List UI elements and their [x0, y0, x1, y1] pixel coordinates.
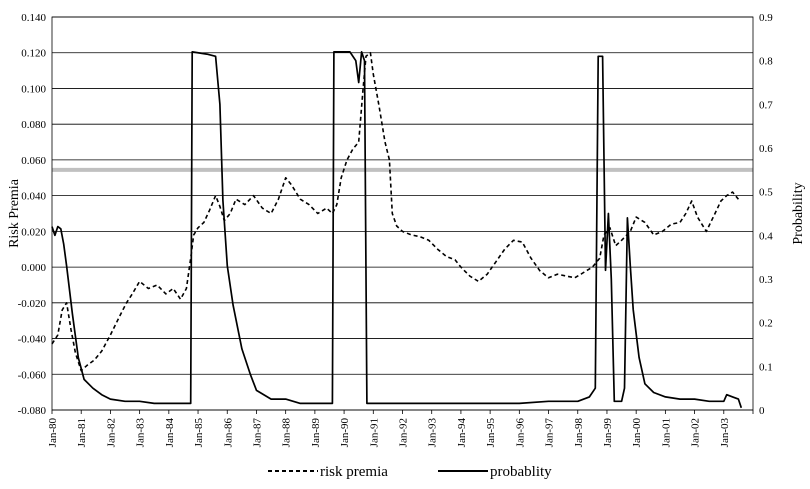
y-tick-label: -0.080 [18, 405, 47, 417]
y-tick-label: 0.080 [21, 119, 46, 131]
y2-tick-label: 0.7 [759, 99, 773, 111]
y2-tick-label: 0.2 [759, 318, 773, 330]
x-tick-label: Jan-98 [573, 418, 585, 448]
y2-tick-label: 0.4 [759, 230, 773, 242]
left-axis-tick-labels: 0.140 0.120 0.100 0.080 0.060 0.040 0.020 0.000… [18, 12, 47, 417]
x-tick-label: Jan-89 [310, 418, 322, 448]
y-tick-label: 0.040 [21, 191, 46, 203]
x-tick-label: Jan-88 [281, 418, 293, 448]
series-layer [51, 51, 743, 409]
x-axis-tick-labels: Jan-80 Jan-81 Jan-82 Jan-83 Jan-84 Jan-85 Jan-… [47, 418, 731, 448]
y-tick-label: -0.020 [18, 298, 47, 310]
x-tick-label: Jan-97 [544, 418, 556, 448]
x-tick-label: Jan-87 [251, 418, 263, 448]
x-tick-label: Jan-94 [456, 418, 468, 448]
x-tick-label: Jan-92 [398, 418, 410, 447]
plot-frame [51, 16, 754, 411]
x-tick-label: Jan-93 [427, 418, 439, 448]
y-tick-label: 0.000 [21, 262, 46, 274]
y2-tick-label: 0.6 [759, 143, 773, 155]
x-tick-label: Jan-01 [660, 418, 672, 447]
y-axis-label: Risk Premia [7, 178, 22, 248]
y-tick-label: -0.060 [18, 369, 47, 381]
y2-tick-label: 0.1 [759, 361, 773, 373]
gridlines [52, 16, 753, 411]
x-tick-label: Jan-02 [690, 418, 702, 447]
series-line-risk-premia [51, 51, 740, 372]
x-tick-label: Jan-99 [602, 418, 614, 448]
x-tick-label: Jan-80 [47, 418, 59, 448]
x-tick-label: Jan-81 [76, 418, 88, 447]
y-tick-label: 0.140 [21, 12, 46, 24]
x-tick-label: Jan-96 [514, 418, 526, 448]
x-tick-label: Jan-00 [631, 418, 643, 448]
y2-tick-label: 0.8 [759, 56, 773, 68]
y-tick-label: 0.060 [21, 155, 46, 167]
x-tick-label: Jan-03 [719, 418, 731, 448]
x-tick-label: Jan-95 [485, 418, 497, 448]
x-axis-ticks [51, 410, 754, 414]
x-tick-label: Jan-83 [135, 418, 147, 448]
y-tick-label: 0.100 [21, 83, 46, 95]
legend: risk premia probablity [268, 464, 552, 480]
legend-risk-premia-label: risk premia [320, 464, 388, 480]
y2-tick-label: 0.5 [759, 187, 773, 199]
x-tick-label: Jan-86 [222, 418, 234, 448]
x-tick-label: Jan-84 [164, 418, 176, 448]
legend-probablity-label: probablity [490, 464, 552, 480]
x-tick-label: Jan-91 [368, 418, 380, 447]
series-line-probablity [51, 51, 743, 409]
x-tick-label: Jan-90 [339, 418, 351, 448]
y2-tick-label: 0.9 [759, 12, 773, 24]
y-tick-label: 0.020 [21, 226, 46, 238]
y2-axis-label: Probability [791, 182, 806, 244]
right-axis-tick-labels: 0.9 0.8 0.7 0.6 0.5 0.4 0.3 0.2 0.1 0 [759, 12, 773, 417]
y-tick-label: -0.040 [18, 334, 47, 346]
x-tick-label: Jan-85 [193, 418, 205, 448]
y2-tick-label: 0.3 [759, 274, 773, 286]
y-tick-label: 0.120 [21, 48, 46, 60]
y2-tick-label: 0 [759, 405, 765, 417]
x-tick-label: Jan-82 [105, 418, 117, 447]
